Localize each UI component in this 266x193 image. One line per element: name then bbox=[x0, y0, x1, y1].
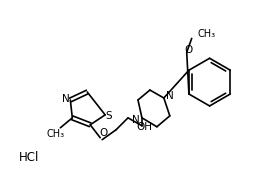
Text: O: O bbox=[99, 128, 107, 138]
Text: O: O bbox=[185, 45, 193, 55]
Text: OH: OH bbox=[136, 122, 152, 132]
Text: N: N bbox=[166, 91, 174, 101]
Text: CH₃: CH₃ bbox=[46, 129, 64, 139]
Text: N: N bbox=[132, 115, 140, 125]
Text: CH₃: CH₃ bbox=[198, 30, 216, 39]
Text: HCl: HCl bbox=[19, 151, 39, 164]
Text: S: S bbox=[106, 111, 113, 121]
Text: N: N bbox=[63, 94, 70, 104]
